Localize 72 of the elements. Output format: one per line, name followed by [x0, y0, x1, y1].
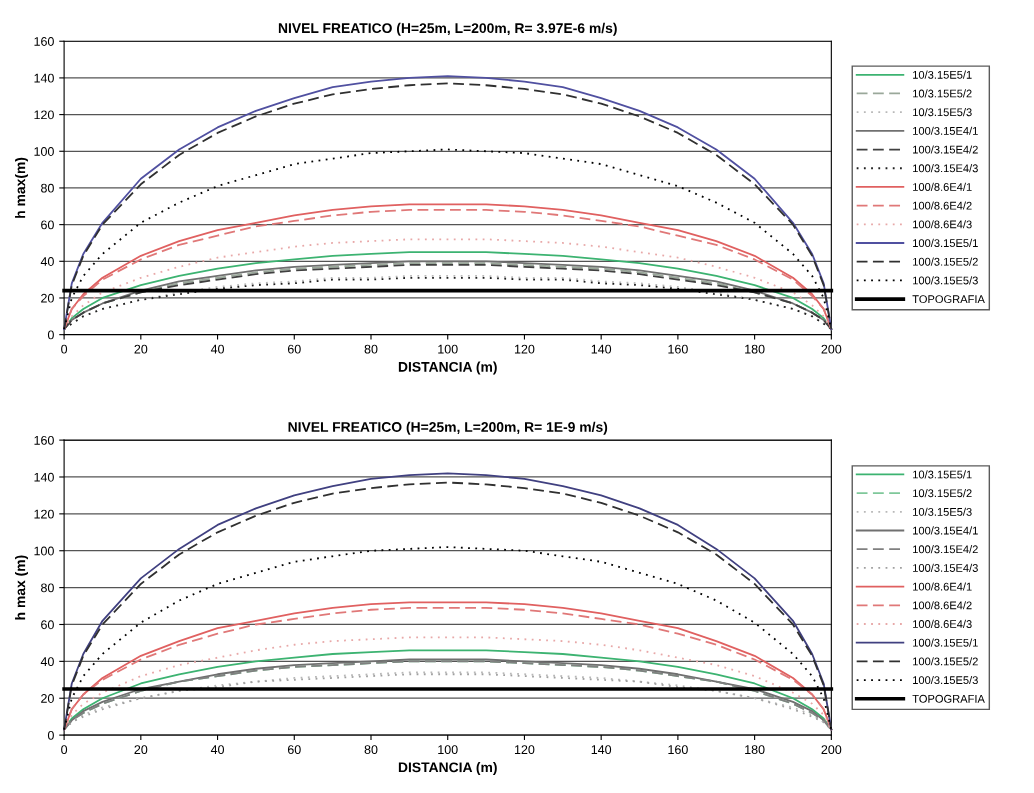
y-tick-label: 20: [41, 293, 54, 303]
y-tick-label: 120: [34, 110, 54, 120]
legend-label: 100/3.15E4/2: [913, 145, 978, 154]
y-tick-label: 80: [41, 183, 54, 193]
x-tick-label: 80: [364, 344, 378, 354]
y-tick-label: 100: [34, 147, 54, 156]
legend-label: 100/3.15E5/1: [913, 638, 978, 647]
legend-label: 100/8.6E4/1: [913, 182, 972, 191]
x-tick-label: 140: [591, 344, 612, 354]
legend-label: 100/8.6E4/2: [913, 201, 972, 210]
x-tick-label: 200: [821, 344, 842, 354]
chart-title: NIVEL FREATICO (H=25m, L=200m, R= 1E-9 m/s): [288, 421, 608, 435]
legend-label: 100/8.6E4/3: [913, 619, 972, 628]
y-tick-label: 40: [40, 657, 54, 667]
x-tick-label: 0: [61, 745, 68, 755]
legend-label: 100/3.15E5/1: [913, 238, 978, 247]
legend-label: 100/8.6E4/2: [913, 601, 972, 610]
legend-label: 100/3.15E4/3: [913, 164, 978, 173]
x-tick-label: 60: [287, 745, 301, 755]
y-tick-label: 160: [34, 435, 54, 445]
chart-title: NIVEL FREATICO (H=25m, L=200m, R= 3.97E-6 m/s): [278, 22, 617, 36]
x-tick-label: 80: [364, 745, 378, 755]
x-tick-label: 40: [210, 745, 225, 755]
legend-label: 10/3.15E5/3: [913, 108, 972, 117]
legend-label: 10/3.15E5/2: [913, 488, 972, 498]
y-tick-label: 80: [41, 583, 54, 593]
y-tick-label: 160: [34, 37, 54, 46]
x-tick-label: 0: [61, 344, 68, 354]
x-tick-label: 140: [591, 745, 612, 755]
x-tick-label: 100: [438, 745, 458, 755]
x-axis-title: DISTANCIA (m): [398, 361, 497, 375]
legend-label: TOPOGRAFIA: [912, 295, 985, 304]
y-tick-label: 60: [41, 220, 54, 230]
legend-label: 100/3.15E4/1: [913, 526, 978, 535]
legend-label: 100/3.15E4/2: [913, 545, 978, 554]
y-tick-label: 60: [41, 620, 54, 630]
x-tick-label: 200: [821, 745, 842, 755]
y-tick-label: 40: [40, 257, 54, 266]
y-tick-label: 100: [34, 546, 54, 556]
legend-label: 10/3.15E5/3: [913, 507, 972, 516]
legend-label: 100/3.15E5/2: [913, 257, 978, 266]
legend-label: TOPOGRAFIA: [912, 694, 985, 703]
x-tick-label: 120: [514, 745, 535, 755]
legend-label: 100/3.15E5/3: [913, 276, 978, 285]
x-tick-label: 20: [134, 344, 148, 354]
y-tick-label: 20: [41, 694, 54, 703]
y-axis-title: h max (m): [15, 555, 28, 620]
legend-label: 100/8.6E4/3: [913, 220, 972, 229]
y-tick-label: 140: [34, 472, 54, 482]
x-tick-label: 60: [287, 344, 301, 354]
y-tick-label: 140: [34, 73, 54, 83]
y-tick-label: 0: [47, 330, 54, 340]
x-tick-label: 100: [438, 344, 458, 354]
legend-label: 100/3.15E4/3: [913, 563, 978, 572]
x-tick-label: 180: [745, 344, 765, 354]
x-tick-label: 20: [134, 745, 148, 755]
legend-label: 100/3.15E5/2: [913, 657, 978, 666]
y-tick-label: 120: [34, 509, 54, 519]
legend-label: 100/3.15E5/3: [913, 675, 978, 685]
x-tick-label: 40: [210, 344, 225, 354]
x-tick-label: 160: [668, 745, 688, 755]
legend-label: 10/3.15E5/1: [913, 70, 972, 79]
x-tick-label: 160: [668, 344, 688, 354]
x-tick-label: 120: [514, 344, 535, 354]
legend-label: 100/3.15E4/1: [913, 126, 978, 135]
y-tick-label: 0: [47, 730, 54, 740]
x-tick-label: 180: [745, 745, 765, 755]
x-axis-title: DISTANCIA (m): [398, 762, 497, 775]
legend-label: 10/3.15E5/2: [913, 89, 972, 98]
legend-label: 100/8.6E4/1: [913, 582, 972, 591]
legend-label: 10/3.15E5/1: [913, 470, 972, 479]
y-axis-title: h max(m): [15, 157, 28, 218]
